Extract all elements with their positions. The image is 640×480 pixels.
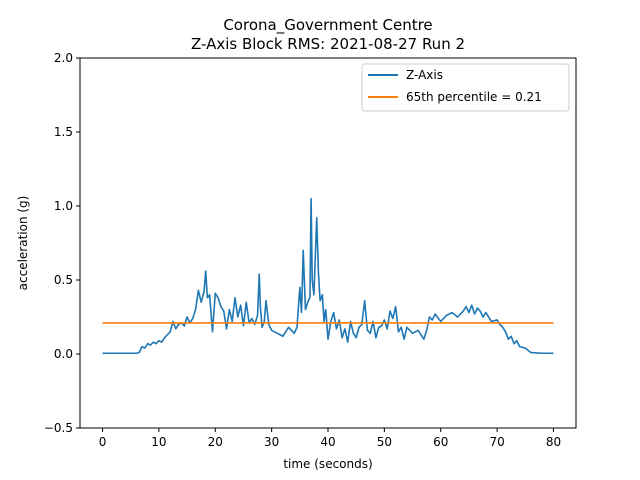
series-layer xyxy=(102,197,554,355)
y-tick-label-4: 1.5 xyxy=(54,125,73,139)
x-tick-label-7: 70 xyxy=(489,435,504,449)
x-tick-label-0: 0 xyxy=(99,435,107,449)
plot-area xyxy=(79,57,577,429)
x-tick-label-3: 30 xyxy=(264,435,279,449)
plot-frame xyxy=(79,57,577,429)
y-tick-label-2: 0.5 xyxy=(54,273,73,287)
y-tick-label-3: 1.0 xyxy=(54,199,73,213)
x-tick-label-8: 80 xyxy=(546,435,561,449)
axis-ticks: 0 10 20 30 40 50 60 70 80 −0.5 0.0 0.5 1.0 1.5 2.0 xyxy=(44,51,561,449)
x-tick-label-6: 60 xyxy=(433,435,448,449)
legend-label-percentile: 65th percentile = 0.21 xyxy=(406,90,542,104)
x-tick-label-5: 50 xyxy=(377,435,392,449)
y-axis-label: acceleration (g) xyxy=(16,196,30,291)
chart-title: Corona_Government Centre xyxy=(223,16,432,35)
y-tick-label-0: −0.5 xyxy=(44,421,73,435)
chart-subtitle: Z-Axis Block RMS: 2021-08-27 Run 2 xyxy=(191,35,465,53)
x-tick-label-1: 10 xyxy=(151,435,166,449)
y-tick-label-1: 0.0 xyxy=(54,347,73,361)
x-tick-label-4: 40 xyxy=(320,435,335,449)
series-line-z-axis xyxy=(102,197,554,355)
legend-box xyxy=(361,63,570,112)
y-tick-label-5: 2.0 xyxy=(54,51,73,65)
x-axis-label: time (seconds) xyxy=(283,457,372,471)
legend-label-z-axis: Z-Axis xyxy=(406,68,443,82)
x-tick-label-2: 20 xyxy=(208,435,223,449)
legend: Z-Axis 65th percentile = 0.21 xyxy=(361,63,570,112)
